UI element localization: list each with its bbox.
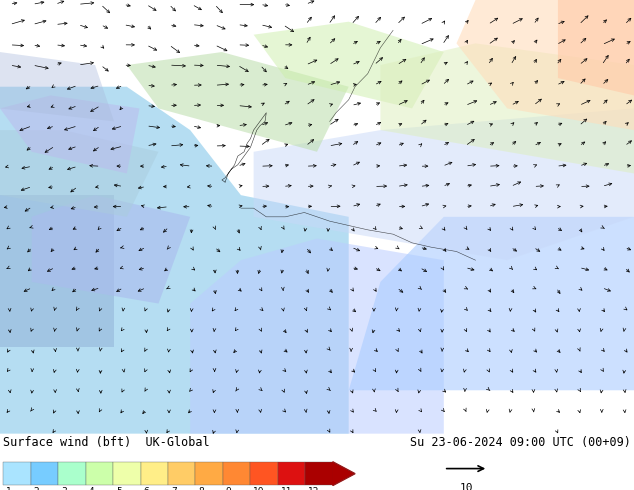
Text: 10: 10 <box>459 483 473 490</box>
Polygon shape <box>32 195 190 304</box>
Bar <box>223 462 250 486</box>
Text: 1: 1 <box>6 487 11 490</box>
Polygon shape <box>0 87 349 434</box>
Polygon shape <box>349 217 634 390</box>
Polygon shape <box>0 195 114 347</box>
Text: 4: 4 <box>88 487 94 490</box>
Bar <box>113 462 141 486</box>
Polygon shape <box>0 96 139 173</box>
Text: 12: 12 <box>308 487 320 490</box>
Text: 9: 9 <box>226 487 231 490</box>
Bar <box>168 462 195 486</box>
Bar <box>3 462 30 486</box>
Bar <box>58 462 86 486</box>
Bar <box>141 462 168 486</box>
Polygon shape <box>380 44 634 173</box>
Polygon shape <box>333 462 355 486</box>
Bar <box>278 462 306 486</box>
Polygon shape <box>254 108 634 260</box>
Text: 5: 5 <box>116 487 122 490</box>
Polygon shape <box>190 239 444 434</box>
Text: Surface wind (bft)  UK-Global: Surface wind (bft) UK-Global <box>3 437 210 449</box>
Text: 8: 8 <box>198 487 204 490</box>
Polygon shape <box>0 52 114 122</box>
Polygon shape <box>0 130 158 217</box>
Text: 3: 3 <box>61 487 67 490</box>
Polygon shape <box>558 0 634 96</box>
Bar <box>250 462 278 486</box>
Bar <box>195 462 223 486</box>
Bar <box>30 462 58 486</box>
Text: 10: 10 <box>253 487 264 490</box>
Text: Su 23-06-2024 09:00 UTC (00+09): Su 23-06-2024 09:00 UTC (00+09) <box>410 437 631 449</box>
Polygon shape <box>456 0 634 130</box>
Bar <box>306 462 333 486</box>
Polygon shape <box>254 22 444 108</box>
Bar <box>86 462 113 486</box>
Text: 7: 7 <box>171 487 176 490</box>
Text: 11: 11 <box>281 487 292 490</box>
Text: 2: 2 <box>34 487 39 490</box>
Text: 6: 6 <box>143 487 149 490</box>
Polygon shape <box>127 52 349 152</box>
